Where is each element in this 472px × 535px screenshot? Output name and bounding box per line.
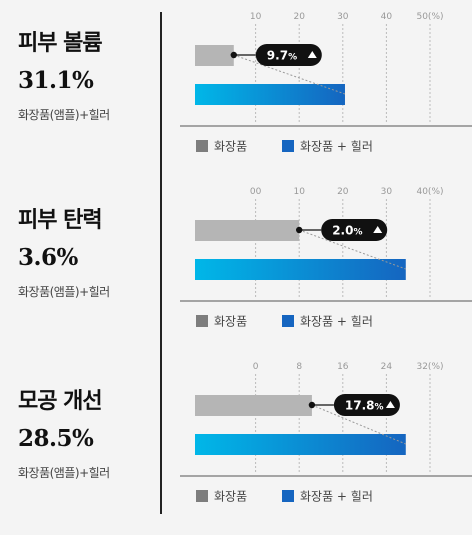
metric-panel: 모공 개선 28.5% 화장품(앰플)+힐러: [18, 388, 158, 481]
tick-label: 8: [296, 362, 302, 372]
bar-chart: 0 8 16 24 32(%) 17.8% 화장품 화장품 + 힐러: [180, 362, 472, 504]
difference-label: 2.0%: [332, 224, 362, 238]
metric-stat: 31.1%: [18, 67, 94, 94]
legend-label-cosmetic: 화장품: [214, 490, 247, 504]
tick-label: 0: [253, 362, 259, 372]
connector-line: [299, 229, 406, 270]
metric-stat: 3.6%: [18, 244, 78, 271]
bar-cosmetic: [195, 45, 234, 66]
bar-cosmetic: [195, 220, 300, 241]
difference-badge: [255, 44, 322, 66]
bar-chart: 00 10 20 30 40(%) 2.0% 화장품 화장품 + 힐러: [180, 187, 472, 329]
legend-swatch-cosmetic: [196, 140, 208, 152]
tick-label: 10: [250, 12, 262, 22]
metric-panel: 피부 탄력 3.6% 화장품(앰플)+힐러: [18, 207, 158, 300]
tick-label: 50(%): [416, 12, 443, 22]
tick-label: 40(%): [416, 187, 443, 197]
tick-label: 16: [337, 362, 349, 372]
metric-panel: 피부 볼륨 31.1% 화장품(앰플)+힐러: [18, 30, 158, 123]
chart-section-pores: 모공 개선 28.5% 화장품(앰플)+힐러 0 8 16 24 32(%) 17.8% 화…: [0, 350, 472, 520]
chart-section-elasticity: 피부 탄력 3.6% 화장품(앰플)+힐러 00 10 20 30 40(%) 2.0% 화…: [0, 175, 472, 345]
metric-title: 피부 탄력: [18, 208, 103, 233]
metric-stat: 28.5%: [18, 425, 94, 452]
bar-cosmetic: [195, 395, 312, 416]
legend-swatch-cosmetic-healer: [282, 490, 294, 502]
tick-label: 00: [250, 187, 262, 197]
tick-label: 10: [293, 187, 305, 197]
tick-label: 24: [381, 362, 393, 372]
legend-swatch-cosmetic-healer: [282, 315, 294, 327]
pointer-dot: [308, 401, 316, 409]
vertical-divider: [160, 12, 162, 514]
legend-label-cosmetic-healer: 화장품 + 힐러: [300, 490, 373, 504]
difference-badge: [321, 219, 388, 241]
chart-section-volume: 피부 볼륨 31.1% 화장품(앰플)+힐러 10 20 30 40 50(%) 9.7%…: [0, 0, 472, 170]
difference-label: 9.7%: [267, 49, 297, 63]
metric-note: 화장품(앰플)+힐러: [18, 285, 110, 299]
pointer-dot: [230, 51, 237, 59]
bar-cosmetic-healer: [195, 259, 406, 280]
increase-arrow-icon: [373, 226, 383, 233]
bar-cosmetic-healer: [195, 84, 345, 105]
legend-label-cosmetic: 화장품: [214, 140, 247, 154]
difference-label: 17.8%: [345, 399, 384, 413]
legend-swatch-cosmetic: [196, 315, 208, 327]
legend-label-cosmetic-healer: 화장품 + 힐러: [300, 140, 373, 154]
metric-note: 화장품(앰플)+힐러: [18, 108, 110, 122]
pointer-dot: [296, 226, 303, 234]
legend-label-cosmetic: 화장품: [214, 315, 247, 329]
bar-cosmetic-healer: [195, 434, 406, 455]
bar-chart: 10 20 30 40 50(%) 9.7% 화장품 화장품 + 힐러: [180, 12, 472, 154]
metric-title: 모공 개선: [18, 389, 103, 414]
legend-swatch-cosmetic-healer: [282, 140, 294, 152]
tick-label: 32(%): [416, 362, 443, 372]
legend-label-cosmetic-healer: 화장품 + 힐러: [300, 315, 373, 329]
metric-title: 피부 볼륨: [18, 31, 103, 56]
tick-label: 20: [293, 12, 305, 22]
difference-badge: [333, 394, 400, 416]
tick-label: 40: [381, 12, 393, 22]
legend-swatch-cosmetic: [196, 490, 208, 502]
tick-label: 20: [337, 187, 349, 197]
tick-label: 30: [337, 12, 349, 22]
connector-line: [311, 404, 406, 445]
metric-note: 화장품(앰플)+힐러: [18, 466, 110, 480]
tick-label: 30: [381, 187, 393, 197]
increase-arrow-icon: [307, 51, 317, 58]
increase-arrow-icon: [385, 401, 395, 408]
